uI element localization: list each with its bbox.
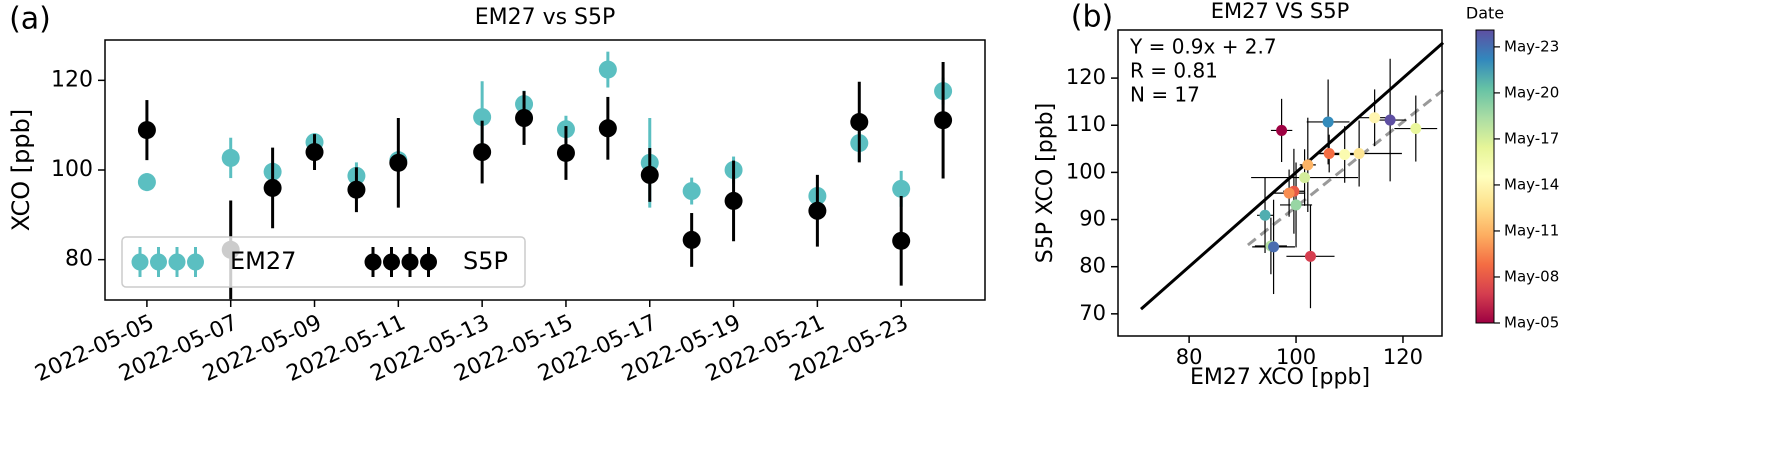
data-point	[1259, 209, 1271, 221]
data-point	[1268, 241, 1280, 253]
data-point	[808, 201, 827, 220]
colorbar-tick-label: May-14	[1504, 175, 1559, 193]
colorbar-tick-label: May-23	[1504, 37, 1559, 55]
colorbar-tick-label: May-05	[1504, 314, 1559, 332]
data-point	[934, 111, 953, 130]
chart-title: EM27 vs S5P	[475, 5, 616, 30]
legend: EM27 S5P	[121, 236, 526, 288]
y-tick-label: 110	[1066, 112, 1106, 136]
annotation: Y = 0.9x + 2.7	[1129, 35, 1277, 59]
legend-label: S5P	[463, 247, 508, 275]
data-point	[1299, 172, 1311, 184]
colorbar	[1475, 29, 1495, 324]
annotation: N = 17	[1130, 83, 1200, 107]
data-point	[473, 143, 492, 162]
data-point	[389, 153, 408, 172]
data-point	[137, 173, 156, 192]
data-point	[892, 179, 911, 198]
x-tick-label: 80	[1176, 345, 1203, 369]
y-tick-label: 100	[1066, 159, 1106, 183]
data-point	[1283, 187, 1295, 199]
legend-label: EM27	[230, 247, 296, 275]
data-point	[724, 191, 743, 210]
y-tick-label: 120	[51, 67, 93, 92]
data-point	[1410, 123, 1422, 135]
data-point	[1369, 112, 1381, 124]
panel-label: (b)	[1071, 0, 1113, 35]
legend-marker	[187, 253, 204, 271]
data-point	[682, 230, 701, 249]
y-axis-label: XCO [ppb]	[7, 109, 35, 231]
data-point	[1290, 199, 1302, 211]
legend-box	[121, 236, 526, 288]
data-point	[305, 143, 324, 162]
colorbar-tick-label: May-20	[1504, 83, 1559, 101]
data-point	[892, 231, 911, 250]
y-tick-label: 90	[1079, 207, 1106, 231]
legend-marker	[168, 253, 186, 271]
data-point	[473, 108, 492, 127]
reference-line	[1139, 41, 1445, 311]
data-point	[598, 119, 617, 138]
y-tick-label: 80	[65, 247, 93, 272]
legend-marker	[420, 253, 437, 271]
colorbar-tick-label: May-17	[1504, 129, 1559, 147]
reference-line	[1246, 88, 1445, 247]
colorbar-label: Date	[1466, 4, 1504, 23]
plot-frame	[104, 39, 986, 301]
legend-marker	[364, 253, 382, 271]
data-point	[598, 60, 617, 79]
data-point	[263, 178, 282, 197]
data-point	[556, 143, 575, 162]
data-point	[682, 182, 701, 201]
x-tick-label: 100	[1276, 345, 1316, 369]
y-tick-label: 100	[51, 157, 93, 182]
data-point	[1276, 124, 1288, 136]
data-point	[1323, 148, 1335, 160]
data-point	[1384, 114, 1396, 126]
data-point	[1304, 250, 1316, 262]
data-point	[640, 165, 659, 184]
legend-marker	[131, 253, 149, 271]
legend-marker	[401, 253, 419, 271]
data-point	[1339, 148, 1351, 160]
data-point	[515, 109, 534, 127]
legend-marker	[383, 253, 400, 271]
legend-marker	[150, 253, 167, 271]
y-tick-label: 70	[1079, 301, 1106, 325]
panel-label: (a)	[9, 2, 51, 37]
data-point	[1322, 116, 1334, 128]
chart-title: EM27 VS S5P	[1211, 0, 1350, 23]
data-point	[221, 148, 240, 167]
x-tick-label: 120	[1383, 345, 1423, 369]
plot-frame	[1117, 29, 1443, 337]
data-point	[850, 113, 869, 132]
data-point	[1353, 148, 1365, 160]
data-point	[137, 121, 156, 140]
colorbar-tick-label: May-11	[1504, 221, 1559, 239]
x-axis-label: EM27 XCO [ppb]	[1190, 365, 1370, 390]
data-point	[1302, 159, 1314, 171]
colorbar-tick-label: May-08	[1504, 267, 1559, 285]
y-tick-label: 120	[1066, 65, 1106, 89]
annotation: R = 0.81	[1130, 59, 1218, 83]
y-axis-label: S5P XCO [ppb]	[1033, 103, 1058, 263]
y-tick-label: 80	[1079, 254, 1106, 278]
data-point	[347, 180, 366, 199]
